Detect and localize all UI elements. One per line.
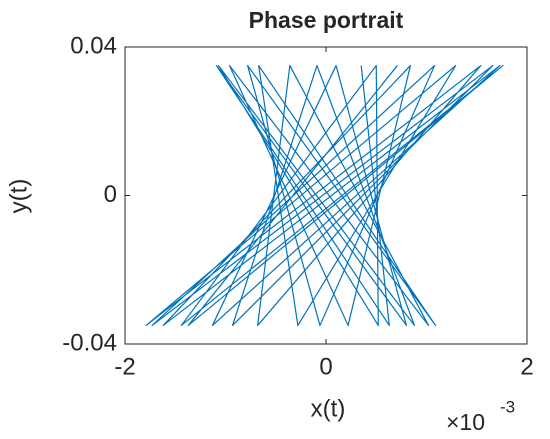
y-tick-label: 0: [104, 181, 117, 208]
x-multiplier-exponent: -3: [500, 397, 515, 416]
x-tick-label: 0: [319, 353, 332, 380]
x-axis-label: x(t): [311, 395, 346, 422]
trajectory: [145, 64, 504, 327]
x-tick-label: -2: [114, 353, 135, 380]
chart-title: Phase portrait: [249, 7, 404, 33]
y-tick-label: -0.04: [62, 329, 117, 356]
y-tick-label: 0.04: [70, 32, 117, 59]
x-tick-label: 2: [520, 353, 533, 380]
y-axis-label: y(t): [5, 179, 32, 214]
x-multiplier: ×10: [446, 409, 485, 435]
